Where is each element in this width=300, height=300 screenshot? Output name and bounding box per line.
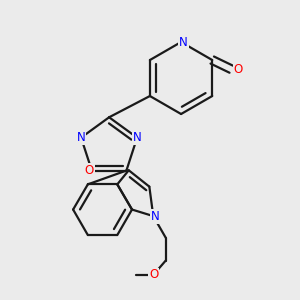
Text: O: O <box>85 164 94 177</box>
Text: N: N <box>133 131 142 144</box>
Text: N: N <box>77 131 85 144</box>
Text: O: O <box>234 63 243 76</box>
Text: N: N <box>179 35 188 49</box>
Text: O: O <box>149 268 159 281</box>
Text: N: N <box>151 210 159 223</box>
